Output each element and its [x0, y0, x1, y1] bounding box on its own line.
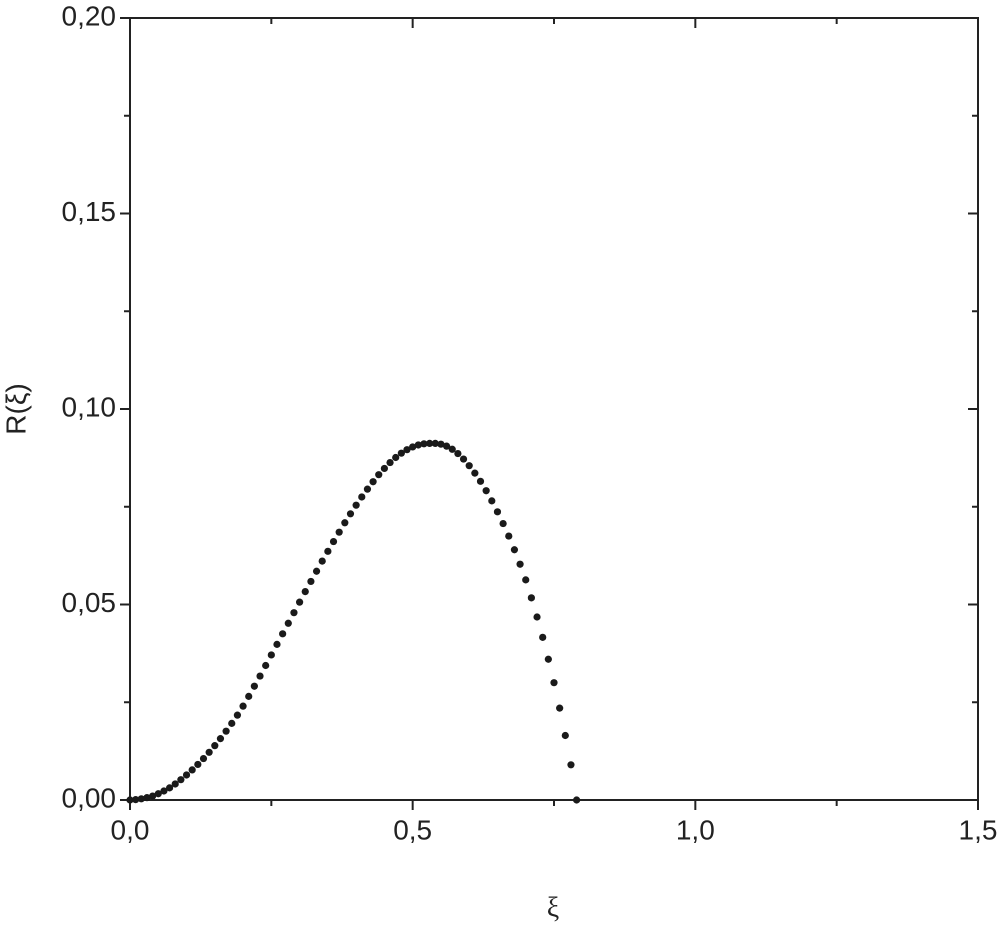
data-point	[228, 719, 236, 727]
data-point	[199, 754, 208, 763]
data-point	[471, 469, 479, 477]
data-point	[301, 587, 309, 596]
data-point	[312, 567, 321, 575]
data-point	[476, 477, 485, 485]
data-point	[539, 633, 547, 641]
data-point	[182, 771, 191, 779]
data-point	[239, 702, 247, 710]
data-point	[573, 796, 581, 804]
data-point	[505, 532, 513, 540]
data-point	[363, 485, 372, 493]
data-point	[222, 727, 230, 735]
data-point	[454, 449, 462, 458]
data-point	[188, 766, 196, 774]
data-point	[459, 455, 468, 463]
data-point	[205, 748, 213, 756]
data-point	[324, 547, 332, 555]
data-point	[165, 784, 174, 792]
data-point	[556, 704, 564, 712]
data-point	[171, 780, 179, 788]
data-point	[522, 576, 530, 584]
data-point	[414, 441, 422, 449]
data-point	[499, 519, 507, 528]
data-point	[341, 519, 349, 527]
data-point	[448, 445, 456, 453]
data-point	[245, 692, 253, 700]
x-tick-label: 1,0	[676, 814, 715, 845]
data-point	[296, 598, 304, 606]
data-point	[132, 796, 140, 804]
data-point	[352, 501, 360, 509]
data-point	[154, 790, 162, 798]
data-point	[346, 510, 355, 518]
data-point	[160, 787, 168, 795]
data-point	[369, 478, 377, 486]
data-point	[262, 661, 270, 670]
data-point	[329, 537, 338, 546]
x-axis-label: ξ	[547, 892, 559, 923]
data-point	[567, 761, 575, 769]
data-point	[550, 679, 558, 687]
data-point	[397, 449, 405, 457]
data-point	[143, 794, 151, 802]
data-point	[335, 528, 343, 536]
data-point	[482, 487, 490, 495]
data-point	[194, 760, 202, 769]
data-point	[250, 682, 258, 690]
data-point	[426, 439, 434, 448]
data-point	[527, 594, 535, 602]
data-point	[177, 776, 185, 784]
data-point	[375, 471, 383, 479]
data-point	[256, 672, 264, 680]
data-point	[386, 458, 394, 467]
y-tick-label: 0,00	[62, 782, 117, 813]
data-point	[284, 619, 292, 627]
data-point	[279, 630, 287, 638]
data-point	[561, 731, 569, 740]
data-point	[442, 442, 451, 450]
data-point	[307, 577, 315, 586]
data-point	[392, 453, 400, 462]
data-point	[431, 439, 439, 448]
data-point	[510, 546, 519, 554]
data-point	[533, 613, 541, 621]
data-point	[318, 557, 326, 565]
data-point	[380, 464, 388, 473]
data-point	[126, 796, 134, 804]
x-tick-label: 0,0	[111, 814, 150, 845]
data-point	[488, 497, 496, 505]
data-point	[465, 462, 473, 470]
data-point	[137, 795, 145, 803]
data-point	[216, 735, 225, 743]
y-tick-label: 0,20	[62, 0, 117, 31]
y-tick-label: 0,05	[62, 587, 117, 618]
data-point	[544, 655, 552, 663]
data-point	[420, 440, 428, 448]
y-tick-label: 0,10	[62, 391, 117, 422]
data-point	[290, 609, 298, 617]
y-tick-label: 0,15	[62, 196, 117, 227]
data-point	[358, 493, 366, 501]
data-point	[267, 651, 275, 659]
data-point	[516, 560, 524, 568]
data-point	[149, 792, 157, 800]
data-point	[409, 443, 417, 451]
data-point	[211, 742, 219, 750]
y-axis-label: R(ξ)	[0, 383, 31, 434]
x-tick-label: 0,5	[393, 814, 432, 845]
data-point	[273, 640, 281, 648]
data-point	[493, 508, 502, 516]
data-point	[403, 446, 411, 454]
data-point	[437, 440, 445, 448]
x-tick-label: 1,5	[959, 814, 998, 845]
data-point	[233, 711, 242, 719]
